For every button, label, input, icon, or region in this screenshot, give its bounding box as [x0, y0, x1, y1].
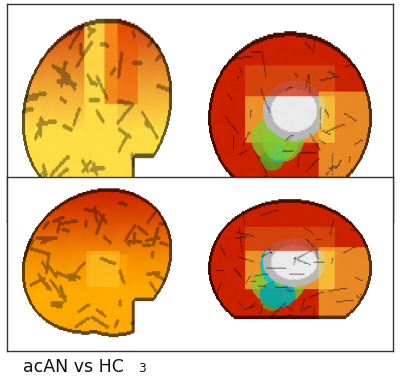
Text: 3: 3 [138, 234, 145, 248]
Text: acAN vs HC: acAN vs HC [23, 358, 124, 376]
Text: pwrAN vs HC: pwrAN vs HC [23, 231, 136, 249]
Text: 3: 3 [138, 362, 145, 375]
